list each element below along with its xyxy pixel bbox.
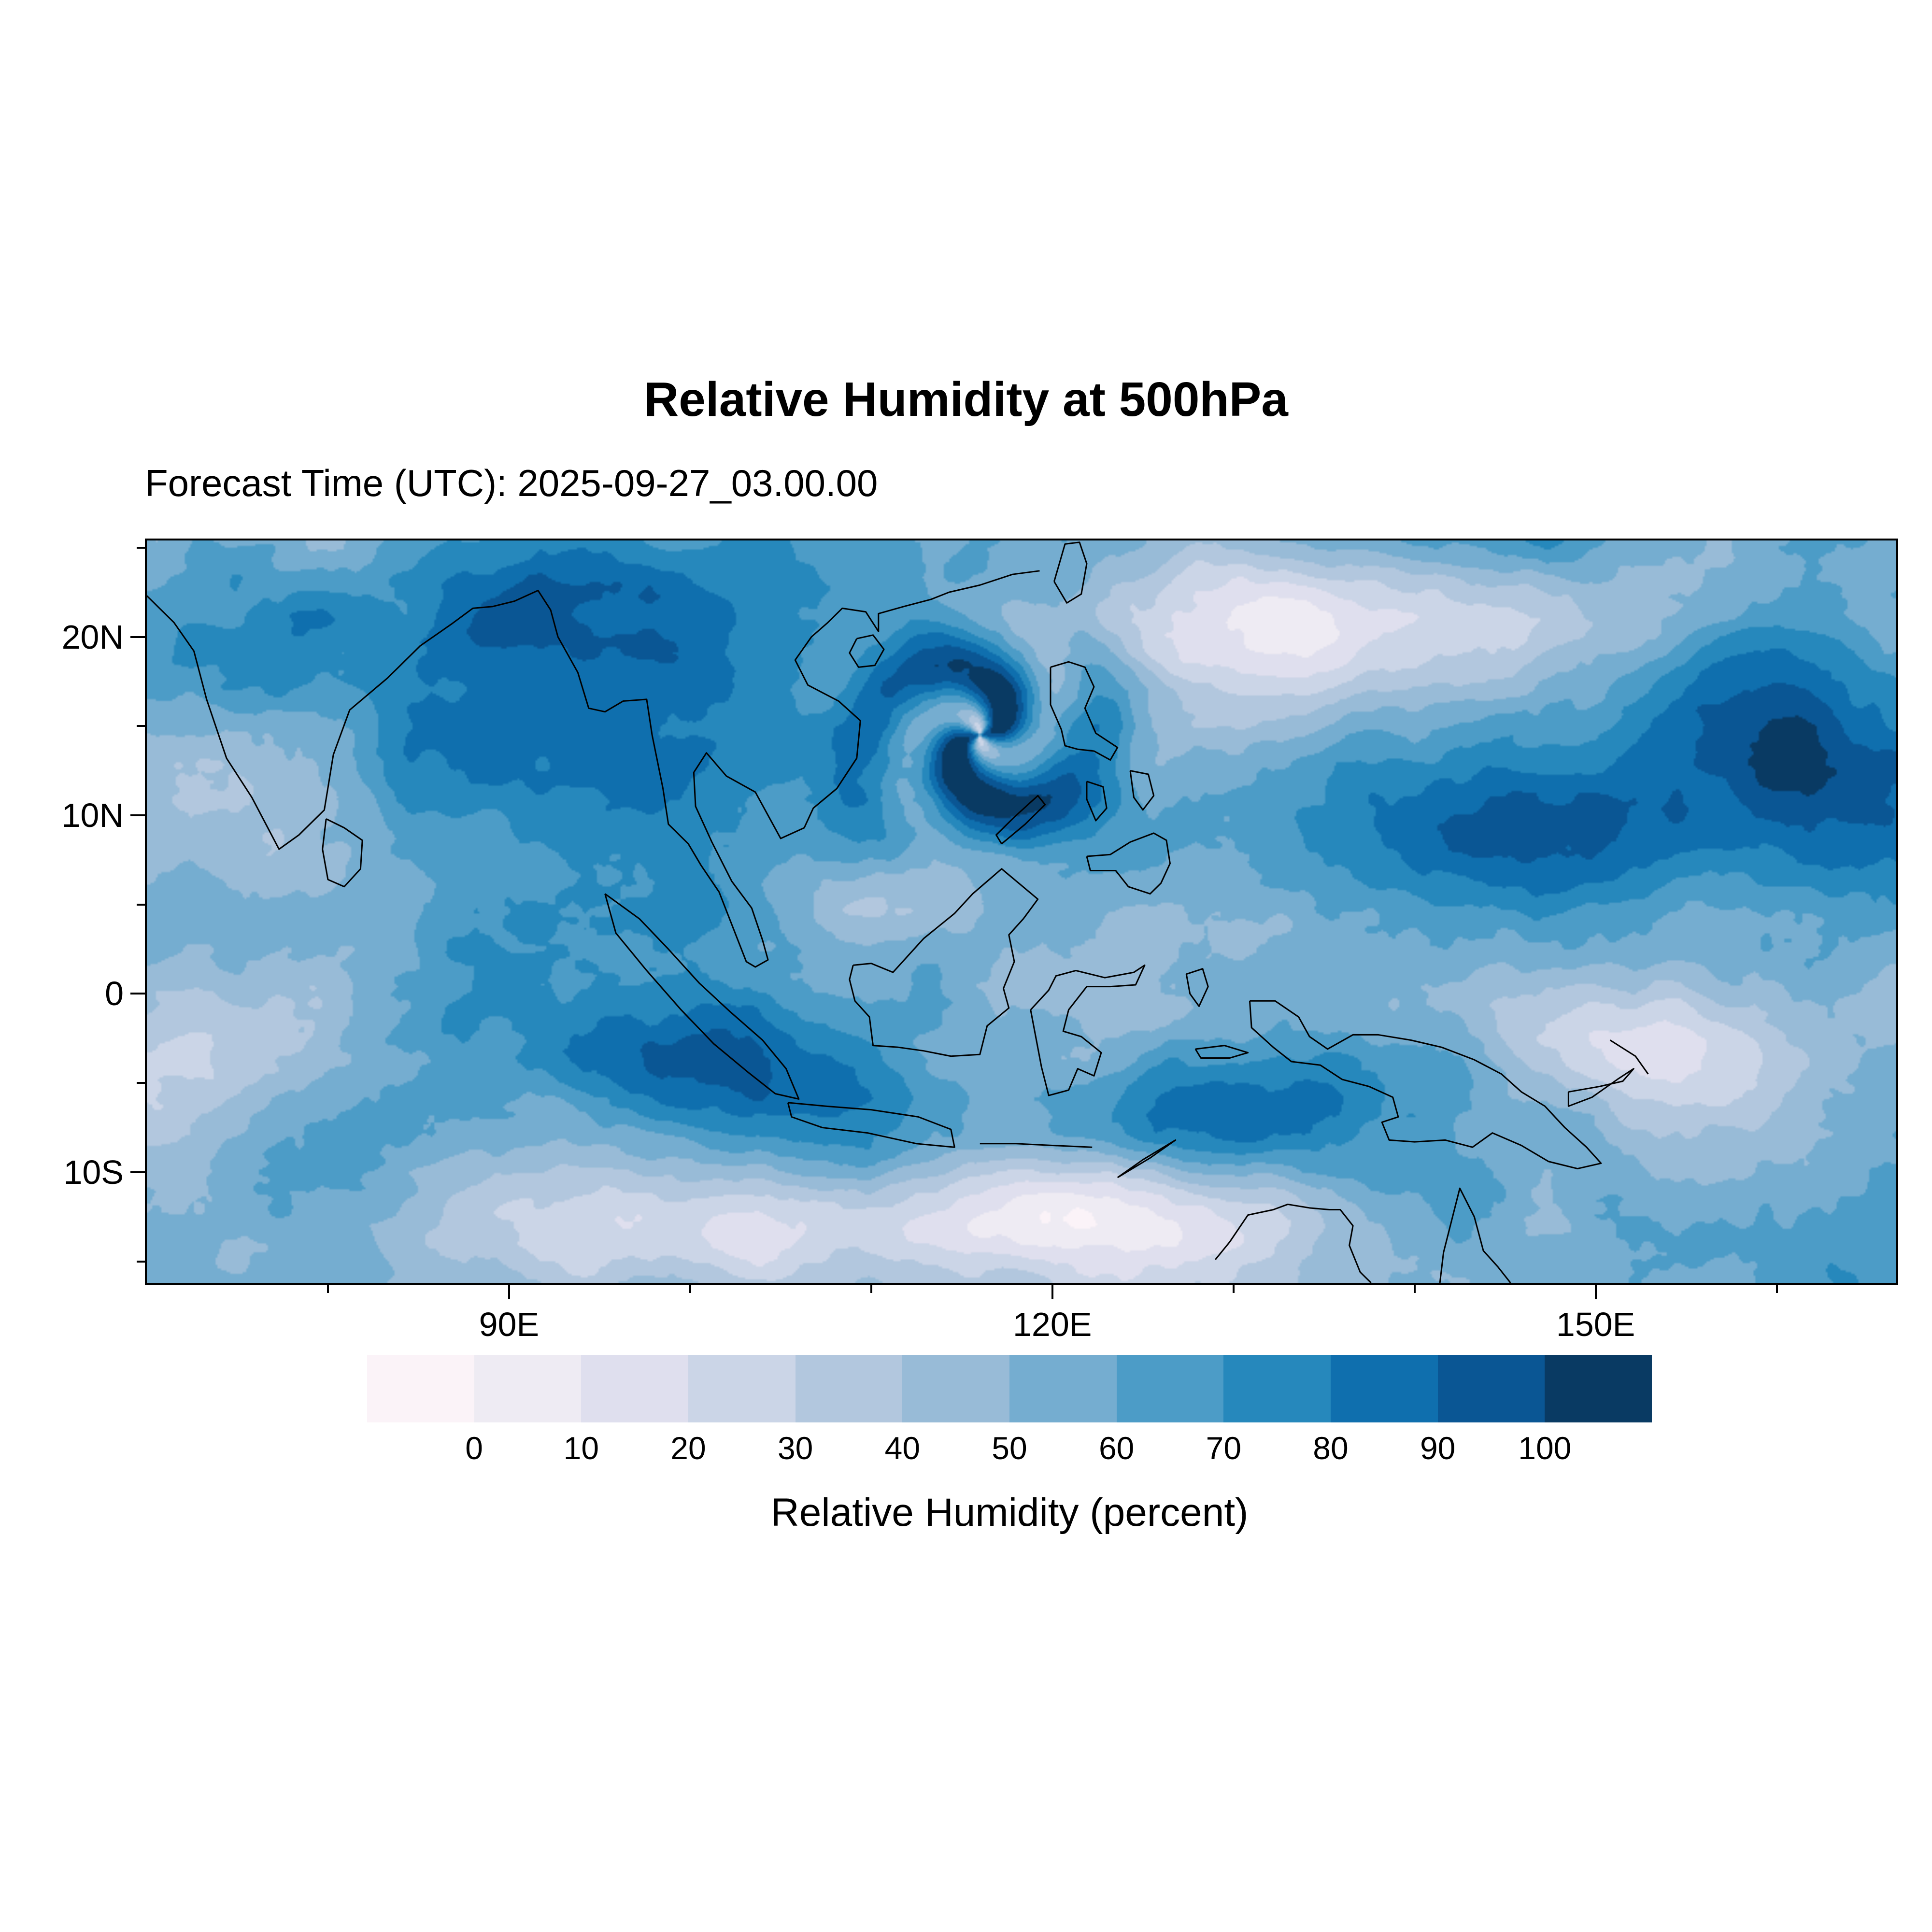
coastline-path [996, 796, 1045, 844]
colorbar-labels: 0 10 20 30 40 50 60 70 80 90 100 [367, 1430, 1652, 1468]
coastline-path [1440, 1188, 1510, 1283]
coastlines [147, 540, 1896, 1283]
x-axis-minor-tick [1776, 1285, 1778, 1293]
chart-title: Relative Humidity at 500hPa [644, 372, 1288, 426]
colorbar-tick-label: 80 [1313, 1430, 1349, 1466]
coastline-path [980, 1144, 1092, 1147]
colorbar-swatch [688, 1355, 796, 1422]
y-axis-major-tick [130, 814, 145, 816]
colorbar-swatch [581, 1355, 689, 1422]
y-axis-minor-tick [137, 546, 145, 549]
coastline-path [1087, 833, 1170, 894]
y-axis-minor-tick [137, 1260, 145, 1263]
coastline-path [850, 869, 1038, 1056]
coastline-path [1130, 771, 1154, 810]
coastline-path [1087, 781, 1107, 821]
coastline-path [1031, 965, 1145, 1095]
x-axis-minor-tick [327, 1285, 329, 1293]
coastline-path [1250, 1001, 1601, 1168]
colorbar-tick-label: 90 [1420, 1430, 1456, 1466]
coastline-path [1610, 1040, 1648, 1074]
x-axis-minor-tick [689, 1285, 691, 1293]
coastline-path [1118, 1140, 1176, 1178]
colorbar-tick-label: 50 [992, 1430, 1027, 1466]
coastline-path [605, 894, 799, 1099]
coastline-path [1195, 1046, 1248, 1058]
y-axis-major-tick [130, 636, 145, 638]
colorbar-swatch [1223, 1355, 1331, 1422]
x-axis-major-tick [1051, 1285, 1053, 1299]
colorbar-swatch [1331, 1355, 1438, 1422]
colorbar-tick-label: 10 [563, 1430, 599, 1466]
forecast-time-label: Forecast Time (UTC): 2025-09-27_03.00.00 [145, 462, 878, 504]
y-axis-minor-tick [137, 903, 145, 906]
y-axis-tick-label: 10S [63, 1153, 124, 1191]
map-plot: 20N 10N 0 10S 90E 120E 150E [62, 539, 1898, 1343]
x-axis-major-tick [1594, 1285, 1597, 1299]
colorbar-swatch [795, 1355, 903, 1422]
x-axis-major-tick [508, 1285, 510, 1299]
colorbar-swatch [1009, 1355, 1117, 1422]
colorbar-swatch [902, 1355, 1010, 1422]
x-axis-tick-label: 150E [1556, 1306, 1635, 1343]
y-axis-tick-label: 0 [105, 975, 124, 1013]
coastline-path [1186, 969, 1208, 1007]
y-axis-minor-tick [137, 725, 145, 727]
y-axis-tick-label: 20N [61, 618, 124, 656]
x-axis-tick-label: 90E [479, 1306, 540, 1343]
colorbar-swatch [474, 1355, 582, 1422]
colorbar-swatch [1545, 1355, 1652, 1422]
colorbar-tick-label: 40 [884, 1430, 921, 1466]
coastline-path [1215, 1204, 1371, 1283]
x-axis-minor-tick [870, 1285, 872, 1293]
colorbar-tick-label: 70 [1206, 1430, 1242, 1466]
humidity-field-canvas [147, 540, 1896, 1283]
colorbar-tick-label: 60 [1098, 1430, 1135, 1466]
colorbar-tick-label: 30 [777, 1430, 813, 1466]
coastline-path [788, 1103, 954, 1147]
coastline-path [850, 635, 884, 668]
colorbar-tick-label: 100 [1518, 1430, 1572, 1466]
coastline-path [1051, 662, 1118, 760]
x-axis-minor-tick [1232, 1285, 1235, 1293]
colorbar-swatch [1437, 1355, 1545, 1422]
y-axis-major-tick [130, 1171, 145, 1173]
coastline-path [1054, 542, 1086, 603]
x-axis-minor-tick [1413, 1285, 1416, 1293]
coastline-path [147, 590, 558, 849]
y-axis-major-tick [130, 993, 145, 995]
colorbar-swatch [367, 1355, 474, 1422]
colorbar-title-text: Relative Humidity (percent) [770, 1491, 1249, 1534]
coastline-path [323, 819, 362, 886]
colorbar-tick-label: 0 [465, 1430, 483, 1466]
x-axis-tick-label: 120E [1012, 1306, 1092, 1343]
coastline-path [558, 571, 1039, 967]
y-axis-minor-tick [137, 1082, 145, 1084]
coastline-path [1568, 1069, 1634, 1107]
colorbar [367, 1355, 1652, 1422]
colorbar-tick-label: 20 [670, 1430, 706, 1466]
colorbar-title: Relative Humidity (percent) [0, 1490, 1932, 1535]
y-axis-tick-label: 10N [61, 796, 124, 834]
colorbar-swatch [1116, 1355, 1224, 1422]
